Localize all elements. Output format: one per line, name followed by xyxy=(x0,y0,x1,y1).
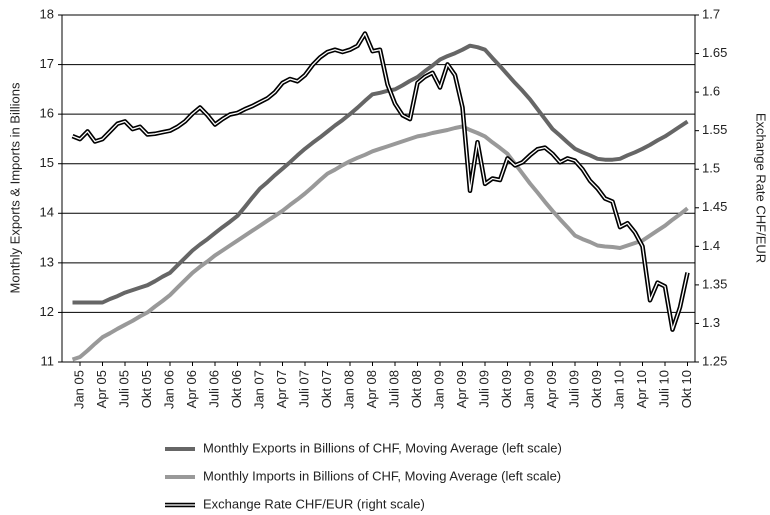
x-tick-label: Jan 07 xyxy=(251,370,266,409)
y2-tick-label: 1.35 xyxy=(702,276,727,291)
y-tick-label: 15 xyxy=(40,155,54,170)
x-tick-label: Jan 05 xyxy=(71,370,86,409)
y-tick-label: 14 xyxy=(40,205,54,220)
y2-tick-label: 1.7 xyxy=(702,6,720,21)
y2-tick-label: 1.55 xyxy=(702,122,727,137)
series-line xyxy=(71,31,690,332)
y-tick-label: 13 xyxy=(40,254,54,269)
y2-tick-label: 1.25 xyxy=(702,353,727,368)
y-axis-title: Monthly Exports & Imports in Billions xyxy=(7,82,22,293)
x-tick-label: Apr 10 xyxy=(634,370,649,408)
y-tick-label: 12 xyxy=(40,304,54,319)
x-tick-label: Juli 08 xyxy=(386,370,401,408)
series-line-inner xyxy=(72,32,689,331)
x-tick-label: Apr 09 xyxy=(544,370,559,408)
x-tick-label: Juli 06 xyxy=(206,370,221,408)
x-tick-label: Okt 08 xyxy=(409,370,424,408)
y-tick-label: 11 xyxy=(41,353,55,368)
y-tick-label: 16 xyxy=(40,106,54,121)
x-tick-label: Apr 05 xyxy=(94,370,109,408)
x-tick-label: Jan 09 xyxy=(521,370,536,409)
legend-label: Monthly Exports in Billions of CHF, Movi… xyxy=(203,440,562,455)
y2-tick-label: 1.45 xyxy=(702,199,727,214)
x-tick-label: Okt 09 xyxy=(499,370,514,408)
x-tick-label: Jan 08 xyxy=(341,370,356,409)
legend: Monthly Exports in Billions of CHF, Movi… xyxy=(165,440,562,511)
y2-tick-label: 1.3 xyxy=(702,315,720,330)
y2-tick-label: 1.6 xyxy=(702,84,720,99)
x-tick-label: Apr 07 xyxy=(274,370,289,408)
x-tick-label: Jan 10 xyxy=(611,370,626,409)
x-tick-label: Juli 09 xyxy=(476,370,491,408)
y-tick-label: 18 xyxy=(40,6,54,21)
x-tick-label: Juli 07 xyxy=(296,370,311,408)
x-tick-label: Juli 09 xyxy=(566,370,581,408)
x-tick-label: Apr 08 xyxy=(364,370,379,408)
legend-label: Monthly Imports in Billions of CHF, Movi… xyxy=(203,468,561,483)
x-tick-label: Okt 07 xyxy=(319,370,334,408)
x-tick-label: Apr 09 xyxy=(454,370,469,408)
x-tick-label: Juli 05 xyxy=(116,370,131,408)
x-tick-label: Okt 09 xyxy=(589,370,604,408)
x-tick-label: Jan 06 xyxy=(161,370,176,409)
y2-tick-label: 1.65 xyxy=(702,45,727,60)
y2-tick-label: 1.4 xyxy=(702,238,720,253)
series-line xyxy=(72,43,689,305)
y-tick-label: 17 xyxy=(40,56,54,71)
x-tick-label: Juli 10 xyxy=(656,370,671,408)
x-tick-label: Okt 05 xyxy=(139,370,154,408)
x-tick-label: Jan 09 xyxy=(431,370,446,409)
y2-tick-label: 1.5 xyxy=(702,161,720,176)
y2-axis-title: Exchange Rate CHF/EUR xyxy=(754,113,769,263)
series-line xyxy=(71,124,689,362)
x-tick-label: Okt 10 xyxy=(679,370,694,408)
x-tick-label: Apr 06 xyxy=(184,370,199,408)
x-tick-label: Okt 06 xyxy=(229,370,244,408)
legend-label: Exchange Rate CHF/EUR (right scale) xyxy=(203,496,425,511)
